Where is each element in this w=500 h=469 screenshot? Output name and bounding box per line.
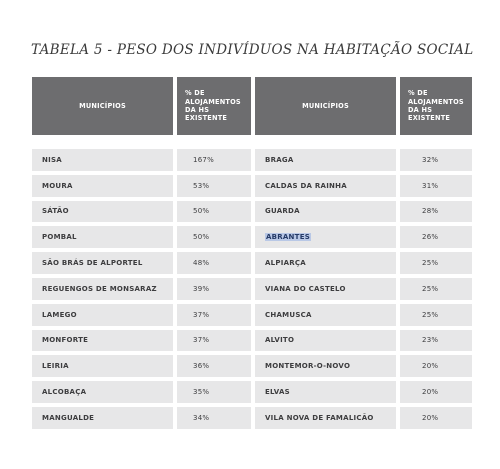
municipio-right-cell: GUARDA bbox=[255, 200, 396, 223]
pct-right-cell: 23% bbox=[400, 329, 472, 352]
pct-left-cell: 35% bbox=[177, 381, 251, 403]
municipio-left-cell: ALCOBAÇA bbox=[32, 381, 173, 403]
municipio-left-cell: POMBAL bbox=[32, 226, 173, 249]
pct-right-cell: 31% bbox=[400, 174, 472, 197]
municipio-left-cell: NISA bbox=[32, 149, 173, 171]
table-row: NISA 167% BRAGA 32% bbox=[32, 149, 472, 171]
table-row: MOURA 53% CALDAS DA RAINHA 31% bbox=[32, 174, 472, 197]
pct-left-cell: 50% bbox=[177, 226, 251, 249]
data-table: MUNICÍPIOS % DE ALOJAMENTOS DA HS EXISTE… bbox=[28, 73, 476, 433]
header-pct-right: % DE ALOJAMENTOS DA HS EXISTENTE bbox=[400, 77, 472, 135]
municipio-left-cell: MOURA bbox=[32, 174, 173, 197]
table-row: LAMEGO 37% CHAMUSCA 25% bbox=[32, 303, 472, 326]
table-row: SÃO BRÁS DE ALPORTEL 48% ALPIARÇA 25% bbox=[32, 252, 472, 274]
table-row: POMBAL 50% ABRANTES 26% bbox=[32, 226, 472, 249]
municipio-left-cell: REGUENGOS DE MONSARAZ bbox=[32, 277, 173, 300]
pct-right-cell: 28% bbox=[400, 200, 472, 223]
table-row: ALCOBAÇA 35% ELVAS 20% bbox=[32, 381, 472, 403]
municipio-right-cell: VIANA DO CASTELO bbox=[255, 277, 396, 300]
municipio-right-cell: ALVITO bbox=[255, 329, 396, 352]
header-pct-left: % DE ALOJAMENTOS DA HS EXISTENTE bbox=[177, 77, 251, 135]
table-row: MANGUALDE 34% VILA NOVA DE FAMALICÃO 20% bbox=[32, 406, 472, 429]
pct-right-cell: 20% bbox=[400, 355, 472, 378]
municipio-right-cell: CHAMUSCA bbox=[255, 303, 396, 326]
header-municipios-left: MUNICÍPIOS bbox=[32, 77, 173, 135]
pct-left-cell: 39% bbox=[177, 277, 251, 300]
municipio-right-cell: ALPIARÇA bbox=[255, 252, 396, 274]
municipio-left-cell: SÃO BRÁS DE ALPORTEL bbox=[32, 252, 173, 274]
table-row: SÁTÃO 50% GUARDA 28% bbox=[32, 200, 472, 223]
municipio-right-cell: BRAGA bbox=[255, 149, 396, 171]
municipio-right-cell: VILA NOVA DE FAMALICÃO bbox=[255, 406, 396, 429]
spacer-cell bbox=[32, 139, 472, 145]
pct-left-cell: 36% bbox=[177, 355, 251, 378]
municipio-right-cell: MONTEMOR-O-NOVO bbox=[255, 355, 396, 378]
municipio-left-cell: MONFORTE bbox=[32, 329, 173, 352]
municipio-left-cell: LAMEGO bbox=[32, 303, 173, 326]
table-row: MONFORTE 37% ALVITO 23% bbox=[32, 329, 472, 352]
municipio-left-cell: SÁTÃO bbox=[32, 200, 173, 223]
pct-right-cell: 25% bbox=[400, 277, 472, 300]
pct-left-cell: 53% bbox=[177, 174, 251, 197]
table-row: REGUENGOS DE MONSARAZ 39% VIANA DO CASTELO… bbox=[32, 277, 472, 300]
pct-left-cell: 50% bbox=[177, 200, 251, 223]
header-row: MUNICÍPIOS % DE ALOJAMENTOS DA HS EXISTE… bbox=[32, 77, 472, 135]
table-title: TABELA 5 - PESO DOS INDIVÍDUOS NA HABITA… bbox=[31, 42, 474, 58]
pct-right-cell: 20% bbox=[400, 406, 472, 429]
pct-right-cell: 25% bbox=[400, 303, 472, 326]
municipio-left-cell: LEIRIA bbox=[32, 355, 173, 378]
pct-left-cell: 167% bbox=[177, 149, 251, 171]
municipio-right-cell: CALDAS DA RAINHA bbox=[255, 174, 396, 197]
pct-left-cell: 34% bbox=[177, 406, 251, 429]
pct-left-cell: 37% bbox=[177, 329, 251, 352]
pct-right-cell: 20% bbox=[400, 381, 472, 403]
municipio-right-cell: ABRANTES bbox=[255, 226, 396, 249]
table-row: LEIRIA 36% MONTEMOR-O-NOVO 20% bbox=[32, 355, 472, 378]
header-municipios-right: MUNICÍPIOS bbox=[255, 77, 396, 135]
municipio-left-cell: MANGUALDE bbox=[32, 406, 173, 429]
pct-right-cell: 26% bbox=[400, 226, 472, 249]
selected-text[interactable]: ABRANTES bbox=[265, 233, 312, 242]
pct-right-cell: 32% bbox=[400, 149, 472, 171]
pct-left-cell: 37% bbox=[177, 303, 251, 326]
spacer-row bbox=[32, 139, 472, 145]
table-body: NISA 167% BRAGA 32% MOURA 53% CALDAS DA RAINHA… bbox=[32, 139, 472, 429]
municipio-right-cell: ELVAS bbox=[255, 381, 396, 403]
pct-left-cell: 48% bbox=[177, 252, 251, 274]
pct-right-cell: 25% bbox=[400, 252, 472, 274]
